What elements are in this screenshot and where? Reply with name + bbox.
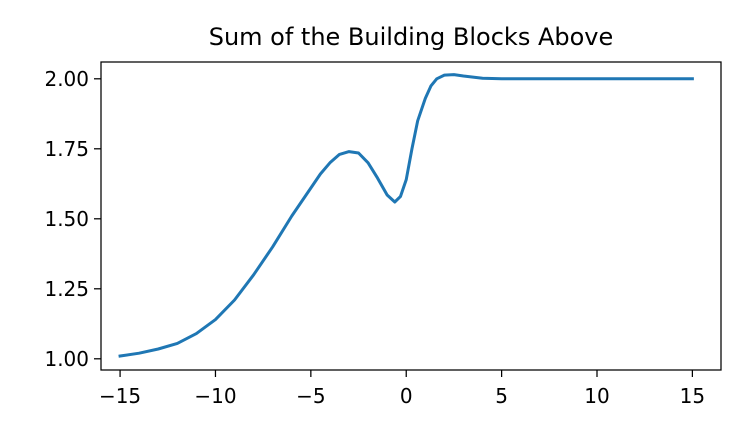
x-tick-label: 15	[680, 384, 705, 408]
x-tick-label: −5	[296, 384, 325, 408]
plot-layer	[118, 73, 694, 358]
axes-frame	[100, 61, 722, 371]
y-tick-label: 1.75	[44, 137, 89, 161]
x-tick-label: 10	[584, 384, 609, 408]
y-tick-label: 1.50	[44, 207, 89, 231]
x-tick-label: 5	[495, 384, 508, 408]
x-axis: −15 −10 −5 0 5 10 15	[99, 370, 705, 408]
x-tick-label: −15	[99, 384, 141, 408]
x-tick-label: 0	[400, 384, 413, 408]
y-tick-label: 2.00	[44, 67, 89, 91]
x-tick-label: −10	[194, 384, 236, 408]
y-tick-label: 1.25	[44, 277, 89, 301]
y-axis: 1.00 1.25 1.50 1.75 2.00	[44, 67, 101, 371]
y-tick-label: 1.00	[44, 347, 89, 371]
series-line-0	[118, 73, 694, 358]
chart-title: Sum of the Building Blocks Above	[209, 23, 614, 51]
